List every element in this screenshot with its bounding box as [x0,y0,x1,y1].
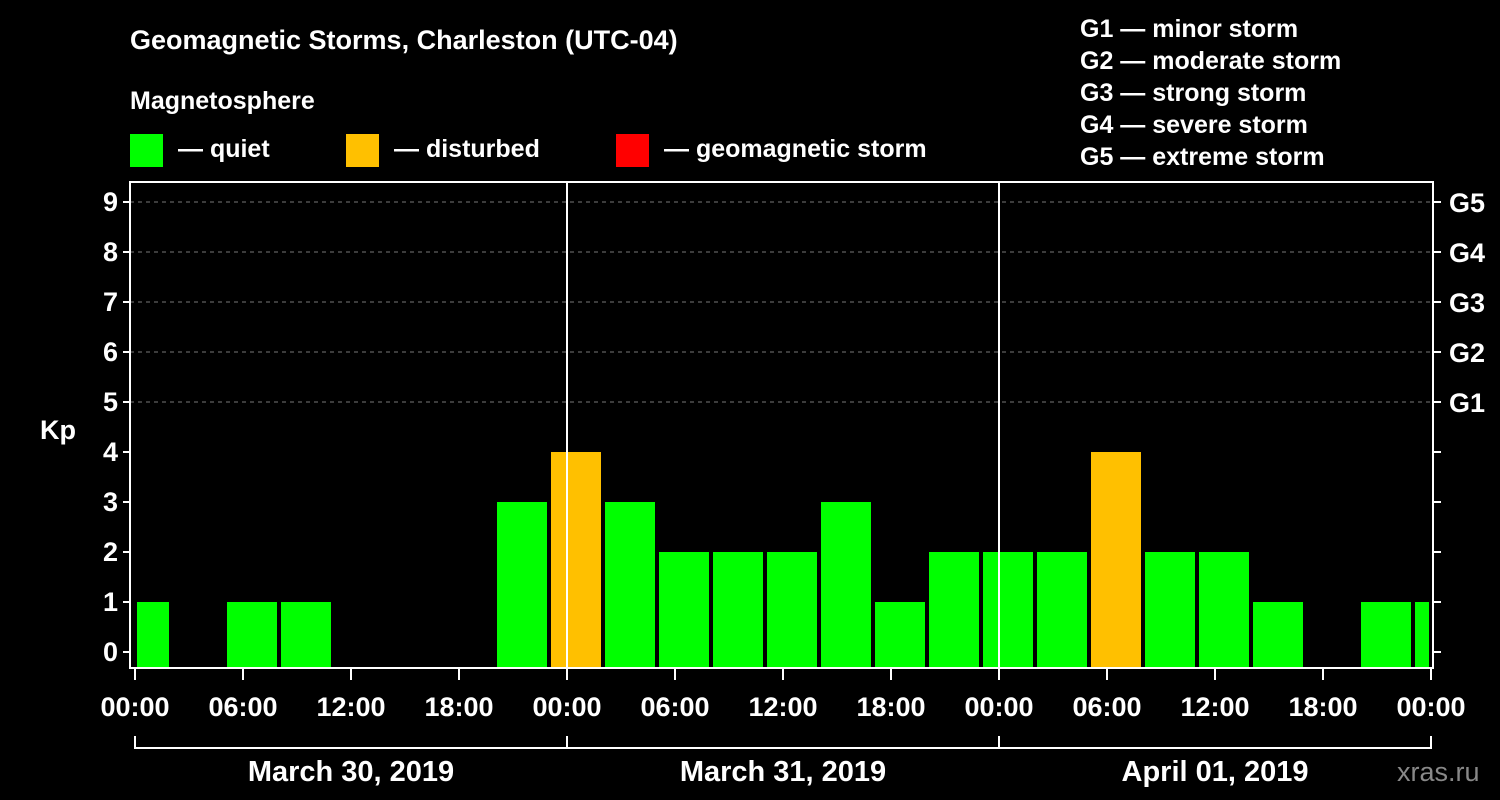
x-tick-label: 00:00 [100,692,169,722]
legend-label-storm: — geomagnetic storm [664,135,927,163]
y-tick-label: 4 [103,437,118,467]
x-tick-label: 06:00 [640,692,709,722]
storm-scale-g3: G3 — strong storm [1080,79,1306,107]
kp-bar [929,552,979,668]
x-tick-label: 06:00 [208,692,277,722]
right-tick-label: G4 [1449,238,1485,268]
watermark: xras.ru [1397,757,1480,787]
legend-swatch-quiet [130,134,163,167]
kp-bar [605,502,655,668]
y-axis-label: Kp [40,415,76,445]
kp-bar [1361,602,1411,668]
chart-title: Geomagnetic Storms, Charleston (UTC-04) [130,25,678,55]
storm-scale-g5: G5 — extreme storm [1080,143,1325,171]
x-tick-label: 18:00 [856,692,925,722]
right-tick-label: G3 [1449,288,1485,318]
kp-bar [1145,552,1195,668]
right-tick-label: G1 [1449,388,1485,418]
kp-bar [1037,552,1087,668]
y-tick-label: 0 [103,637,118,667]
storm-scale-g4: G4 — severe storm [1080,111,1308,139]
y-tick-label: 2 [103,537,118,567]
x-tick-label: 12:00 [748,692,817,722]
right-tick-label: G2 [1449,338,1485,368]
right-tick-label: G5 [1449,188,1485,218]
kp-bar [1091,452,1141,668]
date-label: April 01, 2019 [1122,756,1309,788]
kp-bar [497,502,547,668]
kp-bar [983,552,1033,668]
legend-swatch-storm [616,134,649,167]
magnetosphere-label: Magnetosphere [130,87,315,115]
legend-label-disturbed: — disturbed [394,135,540,163]
x-tick-label: 12:00 [316,692,385,722]
y-tick-label: 8 [103,237,118,267]
plot-frame [129,181,1434,669]
kp-bar [1415,602,1429,668]
x-tick-label: 12:00 [1180,692,1249,722]
y-tick-label: 5 [103,387,118,417]
kp-bar [713,552,763,668]
date-label: March 30, 2019 [248,756,454,788]
kp-bar [767,552,817,668]
x-tick-label: 06:00 [1072,692,1141,722]
plot-area: 0 1 2 3 4 5 6 7 8 9 G1 G2 G3 G4 G5 00:00 06:00 12:00 18:00… [100,181,1485,788]
x-tick-label: 18:00 [424,692,493,722]
kp-bar [137,602,169,668]
kp-bar [1199,552,1249,668]
kp-bar [875,602,925,668]
kp-bar [659,552,709,668]
legend-label-quiet: — quiet [178,135,270,163]
y-tick-label: 3 [103,487,118,517]
storm-scale-g1: G1 — minor storm [1080,15,1298,43]
kp-bar [1253,602,1303,668]
storm-scale-g2: G2 — moderate storm [1080,47,1341,75]
kp-bar [227,602,277,668]
kp-bar [281,602,331,668]
date-label: March 31, 2019 [680,756,886,788]
x-tick-label: 00:00 [532,692,601,722]
legend-swatch-disturbed [346,134,379,167]
x-tick-label: 00:00 [964,692,1033,722]
y-tick-label: 1 [103,587,118,617]
y-tick-label: 9 [103,187,118,217]
y-tick-label: 6 [103,337,118,367]
kp-bar [551,452,601,668]
y-tick-label: 7 [103,287,118,317]
x-tick-label: 00:00 [1396,692,1465,722]
x-tick-label: 18:00 [1288,692,1357,722]
kp-bar [821,502,871,668]
